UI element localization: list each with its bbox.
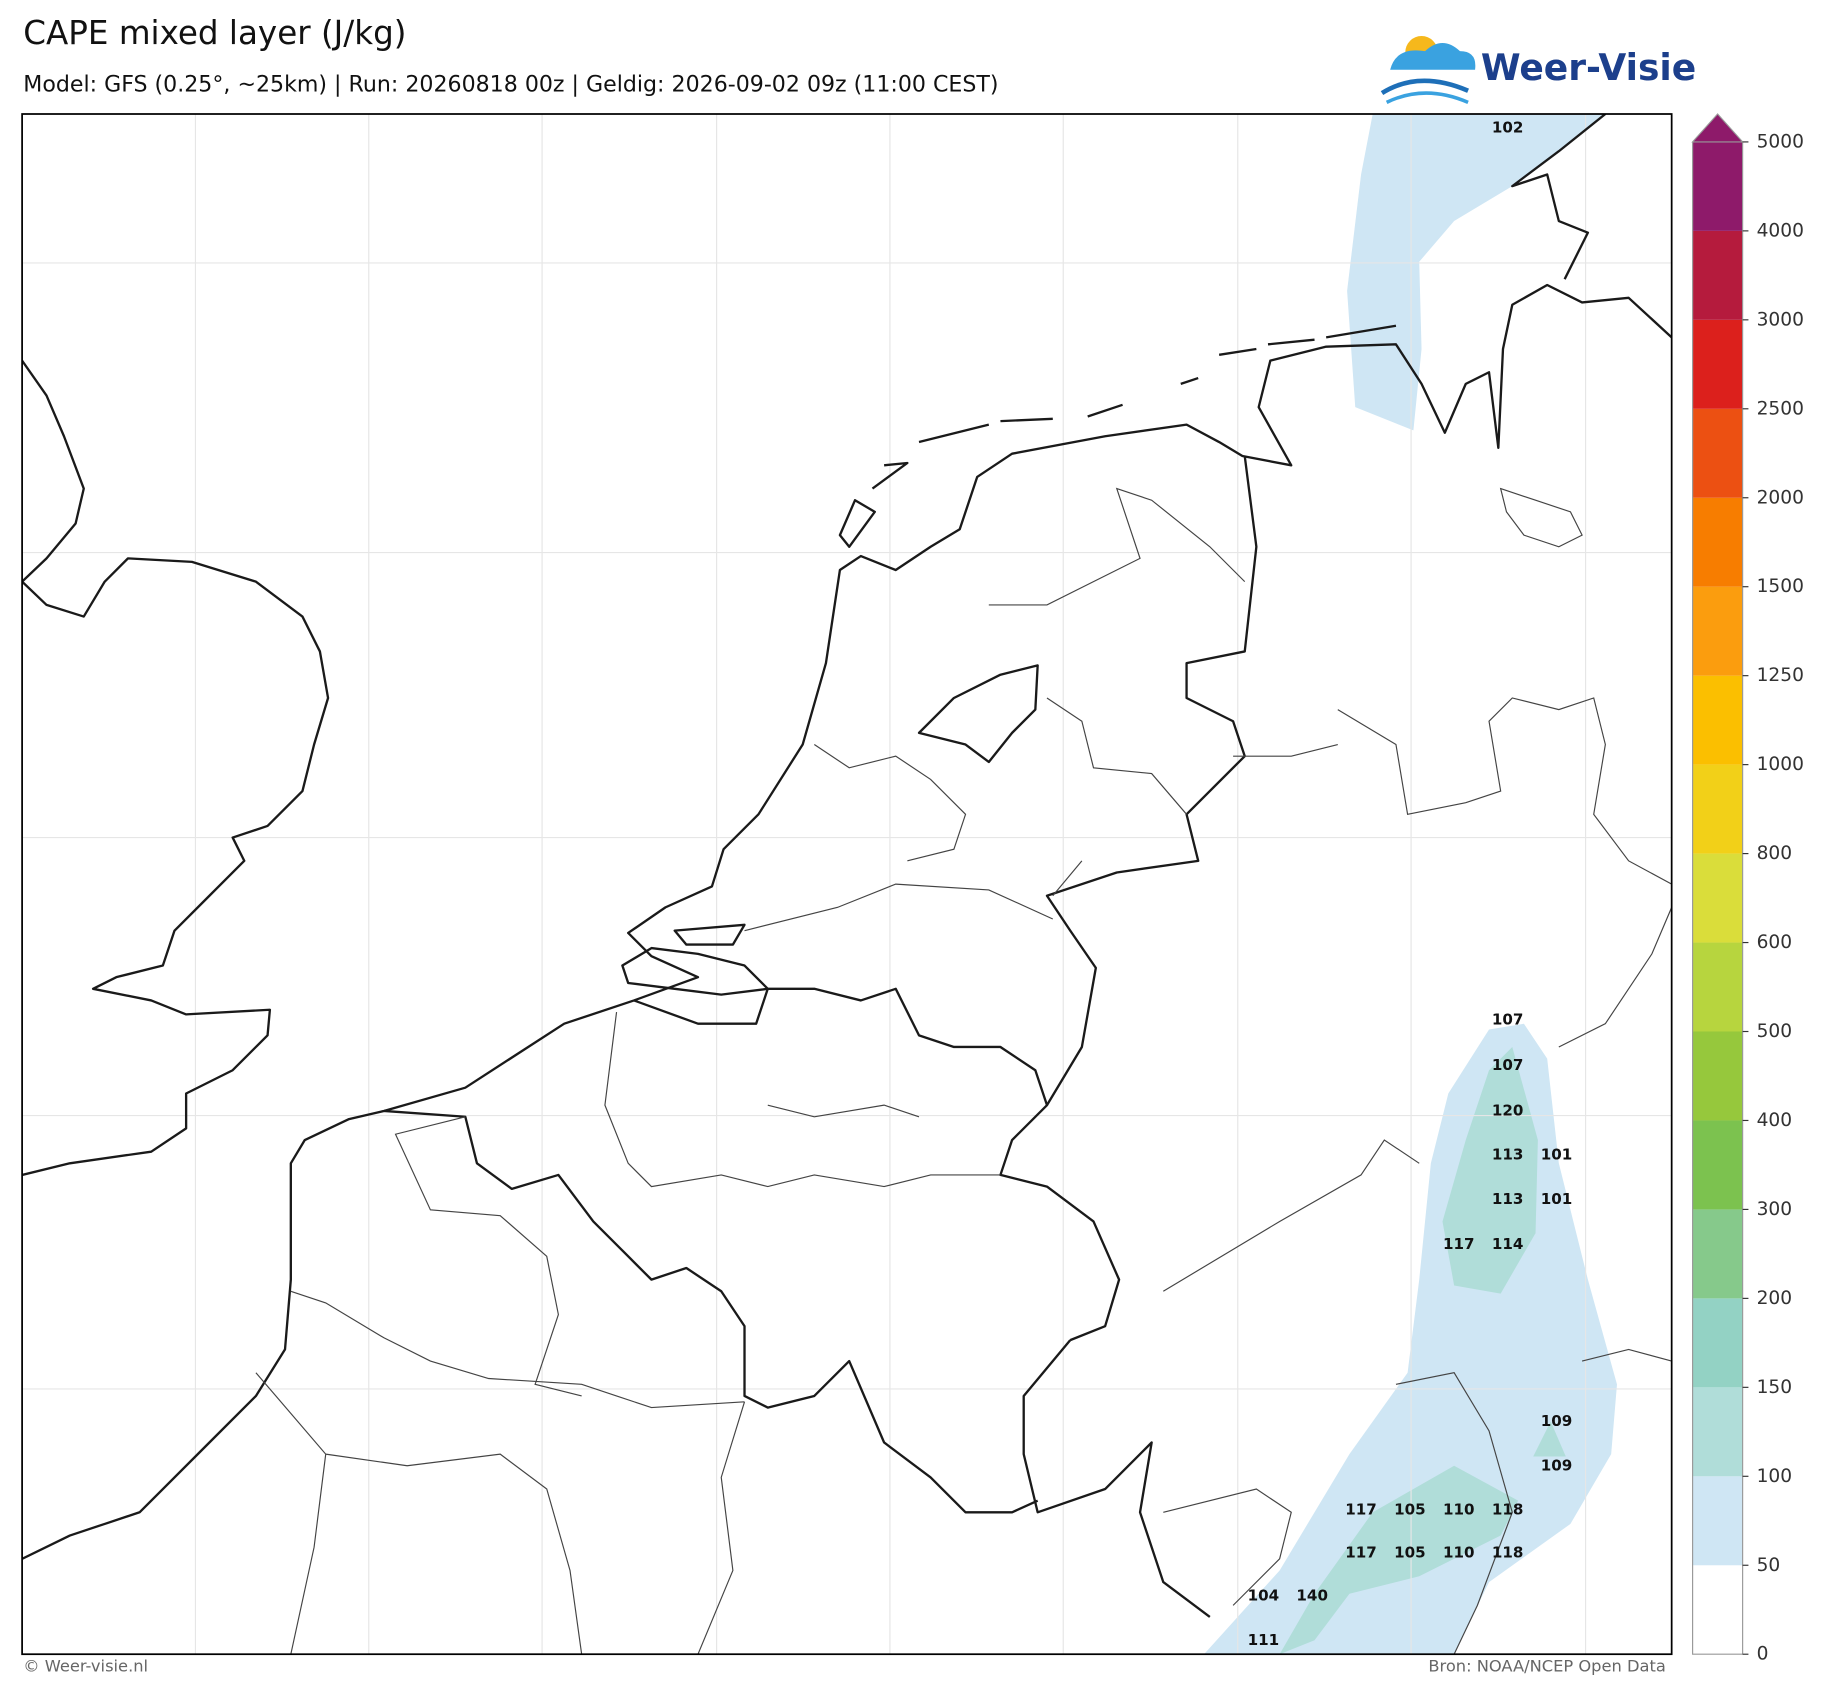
borders	[255, 455, 1672, 1655]
cape-label: 110	[1443, 1500, 1475, 1518]
cape-label: 105	[1394, 1500, 1426, 1518]
cape-label: 114	[1492, 1235, 1524, 1253]
cape-label: 109	[1541, 1456, 1573, 1474]
colorbar: 0 50 100 150 200 300 400 500 600 800 1000 1250 1500 2…	[1691, 113, 1804, 1665]
colorbar-tick-label: 300	[1757, 1199, 1793, 1220]
colorbar-tick-label: 400	[1757, 1110, 1793, 1131]
cape-label: 113	[1492, 1190, 1524, 1208]
colorbar-band	[1692, 1298, 1743, 1388]
cape-label: 105	[1394, 1544, 1426, 1562]
colorbar-tick-label: 800	[1757, 843, 1793, 864]
cape-label: 107	[1492, 1056, 1524, 1074]
colorbar-tick-label: 2500	[1757, 398, 1804, 419]
colorbar-tick-label: 4000	[1757, 220, 1804, 241]
cape-label: 102	[1492, 118, 1524, 136]
colorbar-band	[1692, 675, 1743, 765]
colorbar-outline	[1692, 141, 1744, 1655]
map-labels: 102 107 107 120 113 101 113 101 117 114 109 109 117 1…	[1248, 118, 1573, 1648]
cape-label: 111	[1248, 1631, 1280, 1649]
cape-label: 117	[1443, 1235, 1475, 1253]
colorbar-tick-label: 50	[1757, 1555, 1781, 1576]
subtitle: Model: GFS (0.25°, ~25km) | Run: 2026081…	[23, 71, 998, 97]
colorbar-band	[1692, 1031, 1743, 1121]
colorbar-tick-label: 0	[1757, 1644, 1769, 1665]
cape-label: 117	[1345, 1544, 1377, 1562]
cape-label: 140	[1296, 1587, 1328, 1605]
cape-label: 101	[1541, 1190, 1573, 1208]
colorbar-band	[1692, 1565, 1743, 1655]
colorbar-extend	[1691, 113, 1744, 143]
logo: Weer-Visie	[1380, 36, 1696, 104]
grid	[22, 114, 1672, 1655]
cape-area	[1347, 114, 1606, 431]
cape-label: 104	[1248, 1587, 1280, 1605]
colorbar-band	[1692, 230, 1743, 320]
colorbar-tick-label: 1000	[1757, 754, 1804, 775]
cape-label: 110	[1443, 1544, 1475, 1562]
colorbar-band	[1692, 497, 1743, 587]
cape-label: 118	[1492, 1500, 1524, 1518]
cape-label: 113	[1492, 1146, 1524, 1164]
scaled-layout: CAPE mixed layer (J/kg) Model: GFS (0.25…	[21, 14, 1804, 1676]
colorbar-band	[1692, 1120, 1743, 1210]
colorbar-band	[1692, 853, 1743, 943]
cape-label: 109	[1541, 1412, 1573, 1430]
colorbar-tick-label: 200	[1757, 1288, 1793, 1309]
colorbar-tick-label: 150	[1757, 1377, 1793, 1398]
colorbar-tick-label: 500	[1757, 1021, 1793, 1042]
map: 102 107 107 120 113 101 113 101 117 114 109 109 117 1…	[22, 114, 1672, 1655]
footer-left: © Weer-visie.nl	[23, 1657, 148, 1676]
cape-label: 101	[1541, 1146, 1573, 1164]
colorbar-band	[1692, 586, 1743, 676]
cape-area	[1279, 1465, 1519, 1655]
map-frame	[21, 113, 1673, 1656]
colorbar-tick-label: 1500	[1757, 576, 1804, 597]
colorbar-tick-label: 100	[1757, 1466, 1793, 1487]
logo-text: Weer-Visie	[1481, 47, 1696, 89]
colorbar-band	[1692, 1387, 1743, 1477]
colorbar-tick-label: 5000	[1757, 131, 1804, 152]
cape-label: 117	[1345, 1500, 1377, 1518]
colorbar-band	[1692, 141, 1743, 231]
colorbar-tick-label: 2000	[1757, 487, 1804, 508]
colorbar-tick-label: 600	[1757, 932, 1793, 953]
colorbar-band	[1692, 319, 1743, 409]
cape-label: 107	[1492, 1011, 1524, 1029]
colorbar-band	[1692, 1209, 1743, 1299]
title: CAPE mixed layer (J/kg)	[23, 14, 406, 52]
colorbar-tick-label: 1250	[1757, 665, 1804, 686]
colorbar-band	[1692, 764, 1743, 854]
colorbar-band	[1692, 942, 1743, 1032]
cape-label: 118	[1492, 1544, 1524, 1562]
colorbar-band	[1692, 408, 1743, 498]
coastlines	[22, 114, 1672, 1560]
cape-area	[1442, 1046, 1538, 1294]
colorbar-band	[1692, 1476, 1743, 1566]
footer-right: Bron: NOAA/NCEP Open Data	[1428, 1657, 1666, 1676]
cape-area	[1533, 1421, 1566, 1457]
colorbar-tick-label: 3000	[1757, 309, 1804, 330]
cape-label: 120	[1492, 1101, 1524, 1119]
